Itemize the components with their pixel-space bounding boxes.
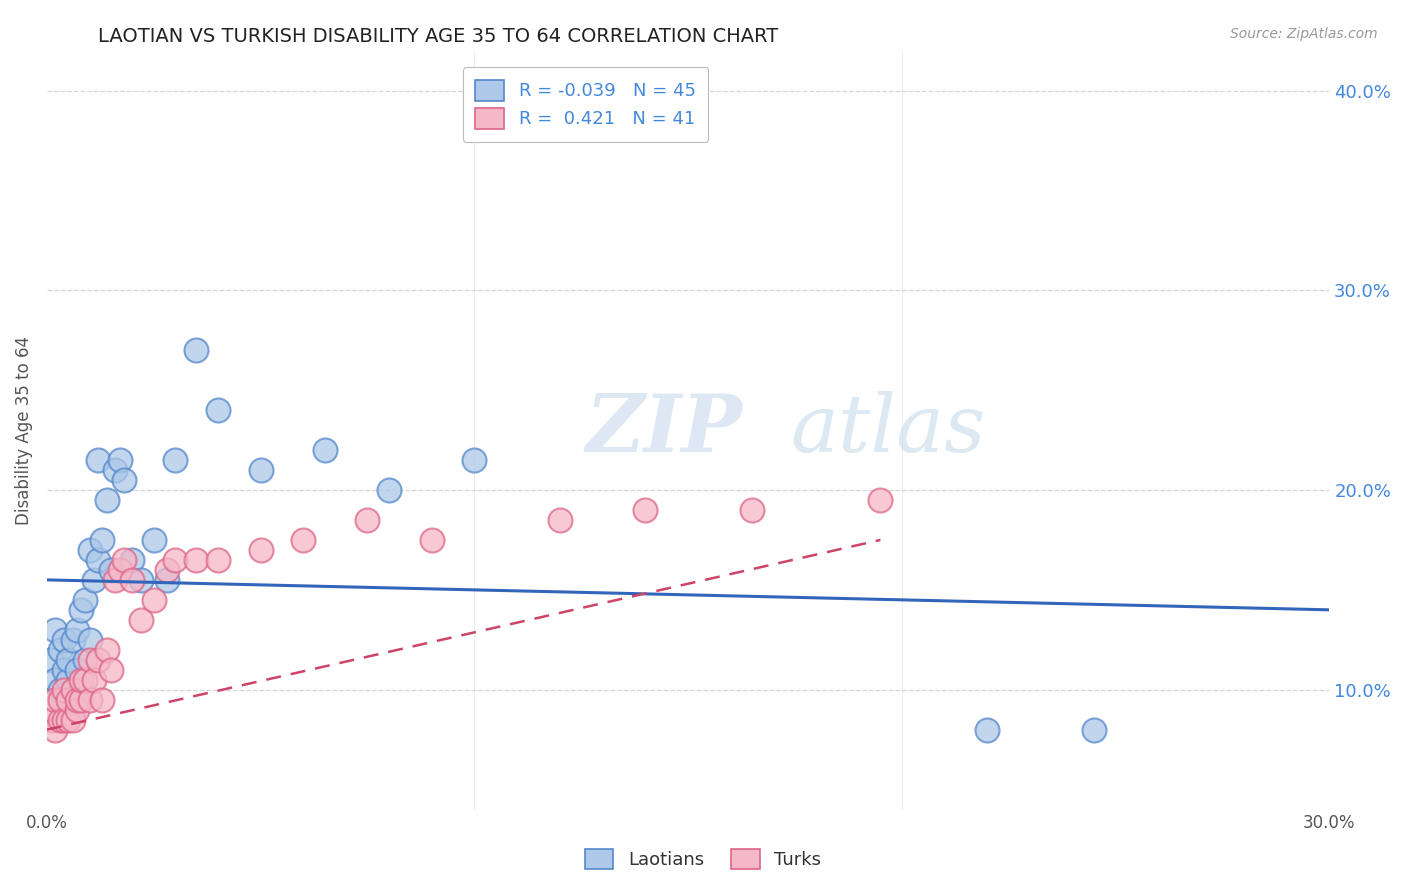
Point <box>53 682 76 697</box>
Point <box>53 632 76 647</box>
Point <box>58 692 80 706</box>
Text: Source: ZipAtlas.com: Source: ZipAtlas.com <box>1230 27 1378 41</box>
Point <box>207 553 229 567</box>
Point <box>70 692 93 706</box>
Point <box>39 653 62 667</box>
Point <box>104 463 127 477</box>
Point <box>96 642 118 657</box>
Point <box>420 533 443 547</box>
Point <box>634 503 657 517</box>
Point <box>112 553 135 567</box>
Point <box>75 673 97 687</box>
Point <box>75 653 97 667</box>
Point <box>314 443 336 458</box>
Point <box>207 403 229 417</box>
Point <box>62 682 84 697</box>
Point <box>62 632 84 647</box>
Point <box>48 713 70 727</box>
Point <box>104 573 127 587</box>
Point <box>249 543 271 558</box>
Point <box>66 703 89 717</box>
Point <box>66 692 89 706</box>
Point <box>100 563 122 577</box>
Point <box>44 623 66 637</box>
Point <box>292 533 315 547</box>
Point <box>48 682 70 697</box>
Point <box>155 573 177 587</box>
Point <box>87 453 110 467</box>
Point <box>548 513 571 527</box>
Point <box>378 483 401 497</box>
Point <box>75 592 97 607</box>
Point <box>1083 723 1105 737</box>
Text: atlas: atlas <box>790 392 986 469</box>
Legend: R = -0.039   N = 45, R =  0.421   N = 41: R = -0.039 N = 45, R = 0.421 N = 41 <box>463 67 709 142</box>
Point <box>869 493 891 508</box>
Point <box>58 713 80 727</box>
Point <box>83 673 105 687</box>
Point <box>142 533 165 547</box>
Point <box>58 692 80 706</box>
Point <box>100 663 122 677</box>
Y-axis label: Disability Age 35 to 64: Disability Age 35 to 64 <box>15 335 32 524</box>
Point <box>70 673 93 687</box>
Point <box>741 503 763 517</box>
Text: LAOTIAN VS TURKISH DISABILITY AGE 35 TO 64 CORRELATION CHART: LAOTIAN VS TURKISH DISABILITY AGE 35 TO … <box>98 27 779 45</box>
Point <box>91 692 114 706</box>
Point <box>70 603 93 617</box>
Point <box>70 682 93 697</box>
Point <box>112 473 135 487</box>
Point <box>79 653 101 667</box>
Point <box>66 663 89 677</box>
Point <box>129 573 152 587</box>
Point <box>463 453 485 467</box>
Point <box>53 663 76 677</box>
Point <box>91 533 114 547</box>
Point <box>44 723 66 737</box>
Point <box>53 692 76 706</box>
Point <box>48 642 70 657</box>
Point <box>976 723 998 737</box>
Legend: Laotians, Turks: Laotians, Turks <box>575 839 831 879</box>
Point <box>79 692 101 706</box>
Point <box>62 703 84 717</box>
Point <box>87 553 110 567</box>
Point <box>108 563 131 577</box>
Point <box>58 673 80 687</box>
Point <box>79 632 101 647</box>
Point <box>155 563 177 577</box>
Point <box>87 653 110 667</box>
Point <box>142 592 165 607</box>
Text: ZIP: ZIP <box>585 392 742 469</box>
Point <box>129 613 152 627</box>
Point <box>48 692 70 706</box>
Point <box>39 713 62 727</box>
Point <box>96 493 118 508</box>
Point <box>53 713 76 727</box>
Point <box>165 553 187 567</box>
Point <box>66 623 89 637</box>
Point <box>44 673 66 687</box>
Point <box>121 553 143 567</box>
Point <box>66 692 89 706</box>
Point <box>186 553 208 567</box>
Point <box>356 513 378 527</box>
Point <box>249 463 271 477</box>
Point <box>121 573 143 587</box>
Point <box>165 453 187 467</box>
Point <box>62 682 84 697</box>
Point <box>58 653 80 667</box>
Point <box>44 692 66 706</box>
Point <box>62 713 84 727</box>
Point <box>186 343 208 358</box>
Point <box>79 543 101 558</box>
Point <box>83 573 105 587</box>
Point <box>108 453 131 467</box>
